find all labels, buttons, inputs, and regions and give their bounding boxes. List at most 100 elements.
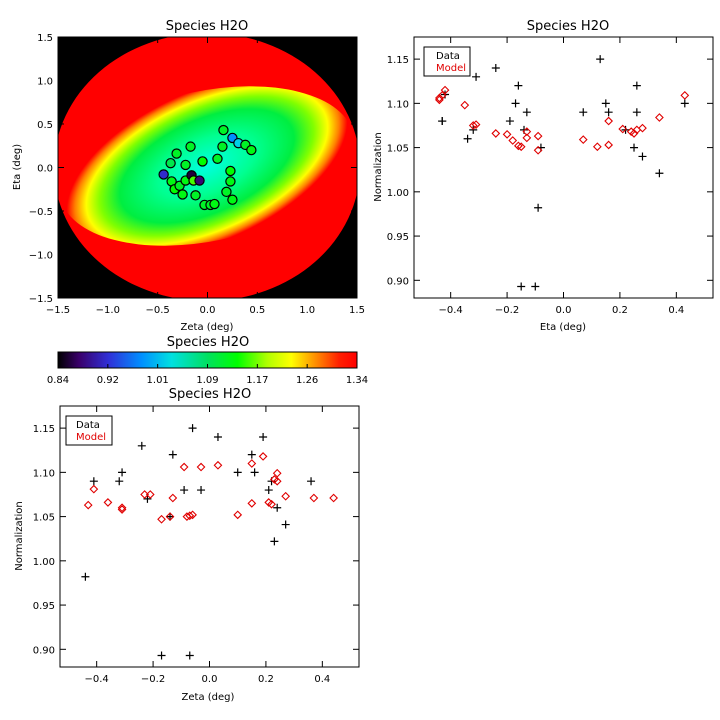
eta-model-point (522, 133, 532, 143)
zeta-model-point (103, 498, 113, 507)
eta-model-point (502, 129, 512, 139)
eta-data-point (680, 99, 689, 108)
eta-data-point (630, 143, 639, 152)
zeta-data-point (166, 512, 175, 521)
eta-model-point (460, 100, 470, 110)
colorbar-tick-label: 0.84 (47, 375, 69, 386)
eta-model-point (680, 91, 690, 100)
zeta-y-tick-label: 1.10 (33, 468, 55, 479)
eta-model-point (604, 116, 614, 126)
eta-data-point (491, 63, 500, 72)
eta-data-point (511, 99, 520, 108)
eta-data-point (655, 169, 664, 178)
eta-model-point (578, 135, 588, 145)
zeta-data-point (118, 468, 127, 477)
eta-data-point (579, 108, 588, 117)
heatmap-y-label: Eta (deg) (12, 144, 23, 190)
zeta-model-point (188, 510, 197, 520)
zeta-data-point (185, 651, 194, 660)
eta-data-point (604, 108, 613, 117)
eta-model-point (440, 85, 450, 95)
zeta-data-point (273, 503, 282, 512)
eta-data-point (438, 117, 447, 126)
zeta-x-tick-label: 0.2 (258, 674, 274, 685)
zeta-model-point (272, 468, 282, 478)
zeta-x-tick-label: 0.0 (202, 674, 218, 685)
zeta-data-point (307, 477, 316, 486)
heatmap-x-label: Zeta (deg) (181, 322, 234, 333)
colorbar-tick-label: 1.17 (246, 375, 268, 386)
zeta-data-point (157, 651, 166, 660)
eta-data-point (472, 72, 481, 81)
heatmap-point (194, 175, 205, 186)
eta-data-point (517, 282, 526, 291)
eta-data-point (534, 203, 543, 212)
heatmap-point (180, 159, 191, 171)
zeta-data-point (143, 494, 152, 503)
eta-data-point (601, 99, 610, 108)
zeta-model-point (272, 476, 282, 486)
heatmap-x-tick-label: 1.0 (299, 305, 315, 316)
zeta-legend-box (65, 415, 113, 446)
eta-y-tick-label: 0.95 (387, 232, 409, 243)
zeta-scatter-panel: Species H2O −0.4 −0.2 0.0 0.2 0.4 0.90 0.95 1.0… (14, 387, 360, 703)
zeta-model-point (247, 498, 257, 508)
eta-data-point (463, 134, 472, 143)
colorbar-title: Species H2O (167, 335, 249, 350)
zeta-model-point (140, 490, 150, 499)
eta-x-tick-label: 0.4 (668, 305, 684, 316)
eta-y-tick-label: 0.90 (387, 276, 409, 287)
eta-y-tick-label: 1.05 (387, 144, 409, 155)
eta-model-point (435, 93, 444, 103)
heatmap-point (209, 198, 220, 210)
eta-data-point (596, 55, 605, 64)
heatmap-point (246, 144, 257, 156)
zeta-y-tick-label: 0.95 (33, 601, 55, 612)
heatmap-point (225, 165, 236, 177)
zeta-model-point (168, 493, 178, 503)
zeta-data-point (233, 468, 242, 477)
zeta-model-point (258, 452, 268, 461)
eta-axes: −0.4 −0.2 0.0 0.2 0.4 0.90 0.95 1.00 1.05 1.10 1.1… (387, 37, 713, 316)
eta-y-tick-label: 1.15 (387, 55, 409, 66)
eta-x-tick-label: 0.2 (612, 305, 628, 316)
heatmap-field-gradient (59, 86, 355, 246)
zeta-data-point (180, 486, 189, 495)
zeta-legend-model: Model (76, 432, 106, 443)
heatmap-point (217, 141, 228, 152)
heatmap-y-tick-label: −0.5 (29, 207, 53, 218)
eta-x-tick-label: 0.0 (556, 305, 572, 316)
zeta-data-point (115, 477, 124, 486)
zeta-axes: −0.4 −0.2 0.0 0.2 0.4 0.90 0.95 1.00 1.05 1.10 1.1… (33, 406, 359, 685)
heatmap-x-tick-label: 1.5 (349, 305, 365, 316)
eta-model-point (592, 142, 602, 152)
colorbar-tick-label: 0.92 (97, 375, 119, 386)
heatmap-y-tick-label: 0.5 (37, 120, 53, 131)
heatmap-y-tick-label: −1.5 (29, 294, 53, 305)
zeta-y-label: Normalization (14, 501, 25, 571)
eta-scatter-panel: Species H2O −0.4 −0.2 0.0 0.2 0.4 0.90 0.95 1.0… (373, 19, 714, 333)
eta-model-point (508, 136, 518, 145)
eta-model-point (516, 142, 526, 152)
eta-legend-data: Data (436, 51, 460, 62)
heatmap-x-axis: −1.5 −1.0 −0.5 0.0 0.5 1.0 1.5 −1.5 −1.0 −0.5 0.0 0… (29, 33, 365, 316)
eta-legend-model: Model (436, 63, 466, 74)
eta-data-point (514, 81, 523, 90)
heatmap-point (165, 157, 176, 169)
heatmap-point (212, 153, 223, 164)
zeta-data-point (259, 432, 268, 441)
eta-model-point (604, 140, 614, 150)
zeta-y-tick-label: 1.05 (33, 513, 55, 524)
heatmap-x-tick-label: −0.5 (146, 305, 170, 316)
zeta-data-point (270, 537, 279, 546)
heatmap-point (227, 194, 238, 205)
eta-model-point (618, 124, 628, 134)
zeta-data-marks (81, 424, 338, 660)
heatmap-x-tick-label: −1.5 (46, 305, 70, 316)
eta-y-label: Normalization (373, 132, 384, 202)
zeta-legend-data: Data (76, 420, 100, 431)
zeta-model-point (165, 512, 175, 521)
heatmap-y-tick-label: 1.5 (37, 33, 53, 44)
eta-model-point (491, 129, 501, 138)
eta-model-point (533, 145, 543, 155)
